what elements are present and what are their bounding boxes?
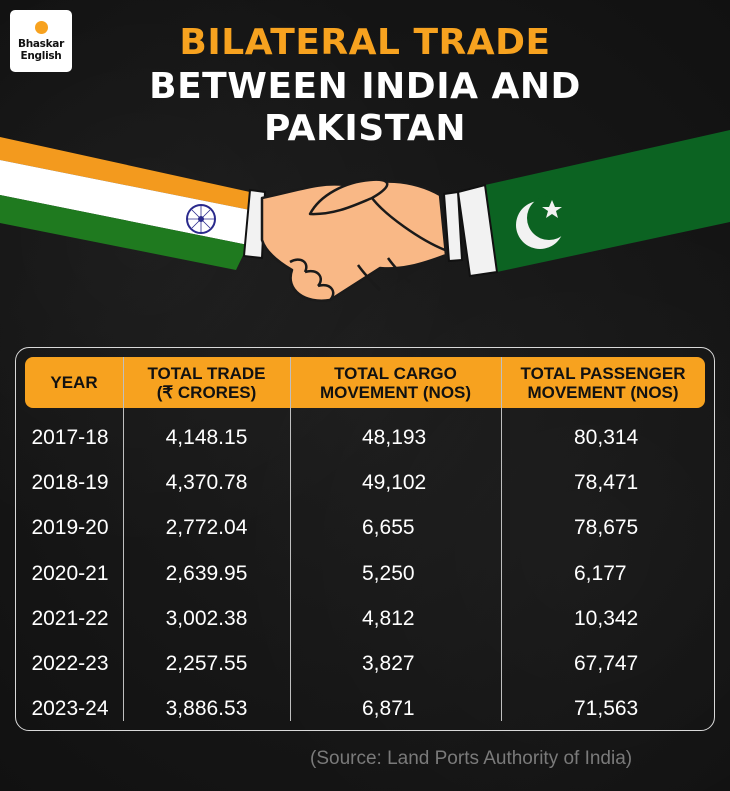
cell-total-trade: 3,002.38	[165, 607, 248, 630]
cell-total-trade: 3,886.53	[165, 697, 248, 720]
cell-passenger: 67,747	[574, 652, 639, 675]
cell-year: 2018-19	[31, 471, 109, 494]
cell-cargo: 6,871	[362, 697, 415, 720]
source-caption: (Source: Land Ports Authority of India)	[310, 748, 633, 769]
data-table-frame	[15, 347, 715, 731]
cell-cargo: 5,250	[362, 562, 415, 585]
handshake-icon	[260, 178, 448, 302]
column-divider	[123, 357, 124, 721]
column-divider	[290, 357, 291, 721]
cell-year: 2019-20	[31, 516, 109, 539]
cell-total-trade: 2,257.55	[165, 652, 248, 675]
cell-year: 2023-24	[31, 697, 109, 720]
logo-sun-icon	[34, 20, 48, 34]
column-header-year: YEAR	[50, 373, 98, 392]
column-header-cargo-movement: TOTAL CARGO MOVEMENT (NOS)	[319, 363, 472, 402]
cell-passenger: 80,314	[574, 426, 639, 449]
handshake-illustration	[0, 130, 730, 302]
cell-total-trade: 4,370.78	[165, 471, 248, 494]
cell-year: 2021-22	[31, 607, 109, 630]
pakistan-flag-sleeve-icon	[442, 130, 730, 278]
logo-line2: English	[20, 49, 62, 62]
column-header-passenger-movement: TOTAL PASSENGER MOVEMENT (NOS)	[520, 363, 686, 402]
cell-cargo: 6,655	[362, 516, 415, 539]
cell-total-trade: 2,772.04	[165, 516, 248, 539]
cell-year: 2020-21	[31, 562, 109, 585]
cell-passenger: 10,342	[574, 607, 639, 630]
cell-cargo: 49,102	[362, 471, 427, 494]
cell-passenger: 78,471	[574, 471, 639, 494]
cell-passenger: 78,675	[574, 516, 639, 539]
bhaskar-english-logo: Bhaskar English	[10, 10, 72, 72]
column-header-total-trade: TOTAL TRADE (₹ CRORES)	[147, 363, 266, 402]
cell-total-trade: 2,639.95	[165, 562, 248, 585]
cell-cargo: 4,812	[362, 607, 415, 630]
cell-total-trade: 4,148.15	[165, 426, 248, 449]
column-divider	[501, 357, 502, 721]
cell-year: 2022-23	[31, 652, 109, 675]
india-flag-sleeve-icon	[0, 137, 267, 270]
title-line2: BETWEEN INDIA AND	[149, 66, 581, 107]
cell-passenger: 71,563	[574, 697, 639, 720]
logo-line1: Bhaskar	[18, 37, 64, 50]
table-header-bar	[25, 357, 705, 408]
cell-cargo: 3,827	[362, 652, 415, 675]
cell-passenger: 6,177	[574, 562, 627, 585]
cell-year: 2017-18	[31, 426, 109, 449]
title-line3: PAKISTAN	[264, 108, 466, 149]
title-line1: BILATERAL TRADE	[179, 22, 551, 63]
cell-cargo: 48,193	[362, 426, 427, 449]
